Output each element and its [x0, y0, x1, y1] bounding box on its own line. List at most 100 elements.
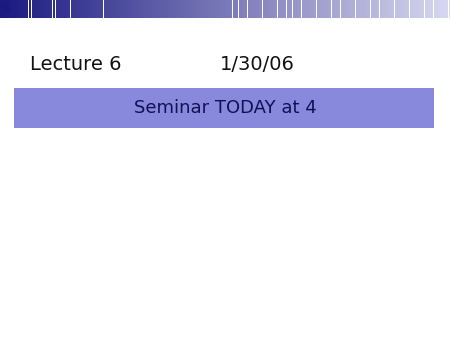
Bar — [2, 2, 10, 13]
Bar — [179, 0, 180, 18]
Bar — [158, 0, 159, 18]
Bar — [51, 0, 53, 18]
Bar — [172, 0, 174, 18]
Bar — [294, 0, 296, 18]
Bar — [44, 0, 45, 18]
Bar — [58, 0, 60, 18]
Bar — [309, 0, 310, 18]
Bar — [278, 0, 279, 18]
Bar — [366, 0, 368, 18]
Bar — [234, 0, 235, 18]
Bar — [402, 0, 404, 18]
Bar — [395, 0, 396, 18]
Bar — [237, 0, 238, 18]
Bar — [12, 0, 14, 18]
Bar — [420, 0, 422, 18]
Bar — [153, 0, 154, 18]
Bar — [372, 0, 374, 18]
Bar — [104, 0, 105, 18]
Bar — [69, 0, 71, 18]
Bar — [306, 0, 307, 18]
Bar — [66, 0, 67, 18]
Bar — [332, 0, 333, 18]
Bar — [120, 0, 122, 18]
Bar — [262, 0, 264, 18]
Bar — [177, 0, 179, 18]
Bar — [148, 0, 150, 18]
Bar — [117, 0, 118, 18]
FancyBboxPatch shape — [14, 88, 434, 128]
Bar — [89, 0, 90, 18]
Bar — [192, 0, 194, 18]
Bar — [289, 0, 291, 18]
Bar — [168, 0, 170, 18]
Bar — [359, 0, 360, 18]
Bar — [368, 0, 369, 18]
Bar — [423, 0, 424, 18]
Bar — [64, 0, 66, 18]
Bar — [183, 0, 184, 18]
Bar — [382, 0, 384, 18]
Bar — [393, 0, 395, 18]
Bar — [387, 0, 388, 18]
Bar — [315, 0, 316, 18]
Bar — [225, 0, 226, 18]
Bar — [189, 0, 190, 18]
Bar — [446, 0, 447, 18]
Bar — [220, 0, 222, 18]
Bar — [334, 0, 336, 18]
Bar — [60, 0, 62, 18]
Bar — [188, 0, 189, 18]
Bar — [426, 0, 428, 18]
Bar — [357, 0, 359, 18]
Bar — [379, 0, 381, 18]
Bar — [195, 0, 197, 18]
Bar — [422, 0, 423, 18]
Bar — [424, 0, 426, 18]
Bar — [37, 0, 39, 18]
Bar — [396, 0, 397, 18]
Bar — [249, 0, 251, 18]
Bar — [248, 0, 249, 18]
Bar — [93, 0, 94, 18]
Bar — [166, 0, 168, 18]
Bar — [314, 0, 315, 18]
Bar — [154, 0, 156, 18]
Bar — [3, 0, 4, 18]
Bar — [246, 0, 248, 18]
Bar — [176, 0, 177, 18]
Bar — [114, 0, 116, 18]
Bar — [399, 0, 400, 18]
Bar — [194, 0, 195, 18]
Bar — [292, 0, 294, 18]
Bar — [202, 0, 204, 18]
Bar — [320, 0, 321, 18]
Bar — [386, 0, 387, 18]
Bar — [9, 0, 10, 18]
Bar — [201, 0, 202, 18]
Bar — [26, 0, 27, 18]
Bar — [244, 0, 246, 18]
Bar — [27, 0, 28, 18]
Bar — [411, 0, 413, 18]
Bar — [231, 0, 233, 18]
Bar — [305, 0, 306, 18]
Bar — [428, 0, 429, 18]
Bar — [111, 0, 112, 18]
Bar — [339, 0, 341, 18]
Bar — [165, 0, 166, 18]
Bar — [291, 0, 293, 18]
Bar — [222, 0, 224, 18]
Bar — [324, 0, 325, 18]
Bar — [361, 0, 363, 18]
Bar — [400, 0, 402, 18]
Bar — [405, 0, 406, 18]
Bar — [260, 0, 261, 18]
Bar — [323, 0, 324, 18]
Bar — [170, 0, 171, 18]
Bar — [180, 0, 181, 18]
Bar — [135, 0, 136, 18]
Bar — [0, 0, 1, 18]
Bar — [24, 0, 26, 18]
Bar — [90, 0, 91, 18]
